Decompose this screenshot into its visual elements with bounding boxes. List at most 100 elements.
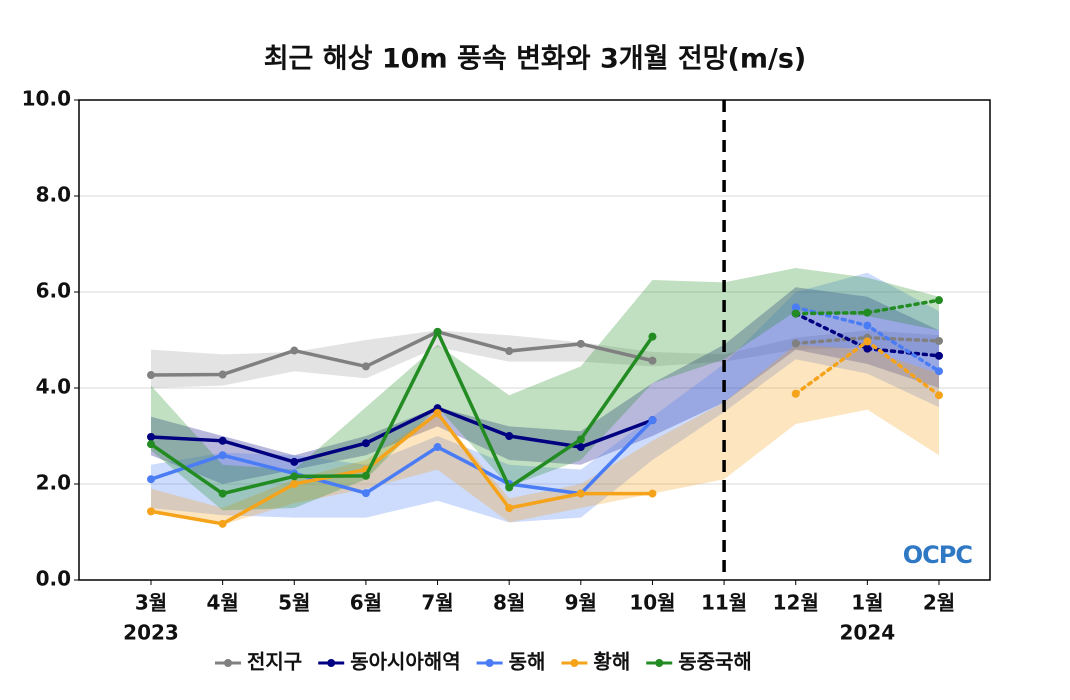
marker — [147, 371, 155, 380]
chart-title: 최근 해상 10m 풍속 변화와 3개월 전망(m/s) — [264, 44, 807, 75]
marker — [290, 346, 299, 355]
marker — [218, 436, 227, 445]
x-tick-label: 12월 — [773, 591, 819, 615]
legend-marker — [485, 659, 494, 667]
x-tick-label: 10월 — [629, 591, 675, 615]
marker — [935, 391, 943, 400]
x-tick-label: 1월 — [851, 591, 883, 615]
marker — [648, 356, 657, 365]
range-band — [151, 330, 939, 388]
series-line — [149, 410, 655, 526]
legend-label: 동해 — [509, 650, 546, 674]
marker — [290, 480, 299, 488]
legend: 전지구 동아시아해역 동해 황해 동중국해 — [215, 650, 752, 674]
marker — [791, 339, 800, 348]
lines — [147, 296, 943, 528]
x-tick-label: 7월 — [421, 591, 453, 615]
marker — [505, 347, 514, 356]
x-tick-label: 6월 — [350, 591, 382, 615]
marker — [648, 489, 657, 498]
y-tick-label: 0.0 — [36, 567, 71, 591]
marker — [218, 519, 227, 528]
marker — [505, 504, 514, 512]
marker — [576, 443, 585, 452]
bands — [151, 268, 939, 525]
y-tick-label: 10.0 — [22, 87, 71, 111]
legend-label: 황해 — [593, 650, 630, 674]
series-line — [149, 406, 655, 464]
legend-item: 동아시아해역 — [318, 650, 461, 674]
legend-marker — [570, 659, 579, 667]
marker — [433, 408, 442, 417]
y-tick-label: 2.0 — [36, 471, 71, 495]
x-tick-label: 8월 — [493, 591, 525, 615]
axes: 0.0 2.0 4.0 6.0 8.0 10.0 3월 2023 4월 5월 6월 7월 8월 9월 10월… — [22, 87, 956, 645]
marker — [505, 483, 514, 492]
marker — [935, 351, 943, 360]
marker — [147, 507, 155, 516]
legend-marker — [224, 659, 232, 667]
marker — [935, 296, 943, 305]
y-tick-label: 8.0 — [36, 183, 71, 207]
x-tick-label: 4월 — [206, 591, 238, 615]
year-label: 2024 — [840, 621, 896, 645]
marker — [147, 432, 155, 441]
marker — [218, 451, 227, 460]
marker — [791, 309, 800, 318]
legend-marker — [327, 659, 336, 667]
range-band — [151, 268, 939, 511]
marker — [935, 336, 943, 345]
marker — [863, 337, 872, 346]
x-tick-label: 5월 — [278, 591, 310, 615]
legend-item: 동해 — [476, 650, 546, 674]
legend-marker — [655, 659, 664, 667]
series-line — [149, 327, 655, 496]
x-tick-label: 11월 — [701, 591, 747, 615]
legend-item: 동중국해 — [646, 650, 752, 674]
marker — [576, 339, 585, 348]
marker — [218, 489, 227, 498]
marker — [290, 457, 299, 466]
legend-item: 황해 — [561, 650, 630, 674]
logo: OCPC — [903, 541, 973, 569]
range-band — [151, 272, 939, 523]
plot-frame — [78, 99, 991, 581]
range-band — [151, 287, 939, 484]
marker — [147, 475, 155, 484]
marker — [361, 362, 370, 371]
legend-label: 동아시아해역 — [350, 650, 460, 674]
year-label: 2023 — [123, 621, 179, 645]
marker — [935, 367, 943, 376]
marker — [863, 308, 872, 317]
marker — [576, 435, 585, 444]
marker — [863, 321, 872, 330]
x-tick-label: 3월 — [135, 591, 167, 615]
range-band — [151, 344, 939, 525]
marker — [433, 327, 442, 336]
marker — [648, 332, 657, 341]
legend-label: 전지구 — [247, 650, 302, 674]
marker — [361, 471, 370, 480]
marker — [791, 389, 800, 398]
marker — [505, 432, 514, 440]
x-tick-label: 2월 — [923, 591, 955, 615]
grid — [79, 195, 990, 485]
marker — [361, 489, 370, 498]
marker — [433, 443, 442, 452]
x-tick-label: 9월 — [565, 591, 597, 615]
y-tick-label: 4.0 — [36, 375, 71, 399]
marker — [648, 416, 657, 425]
marker — [218, 370, 227, 379]
series-line — [149, 329, 655, 377]
legend-item: 전지구 — [215, 650, 302, 674]
series-line — [149, 418, 655, 496]
marker — [147, 440, 155, 449]
marker — [576, 489, 585, 498]
y-tick-label: 6.0 — [36, 279, 71, 303]
marker — [290, 472, 299, 481]
marker — [791, 303, 800, 312]
marker — [361, 439, 370, 448]
legend-label: 동중국해 — [678, 650, 752, 674]
marker — [863, 344, 872, 353]
